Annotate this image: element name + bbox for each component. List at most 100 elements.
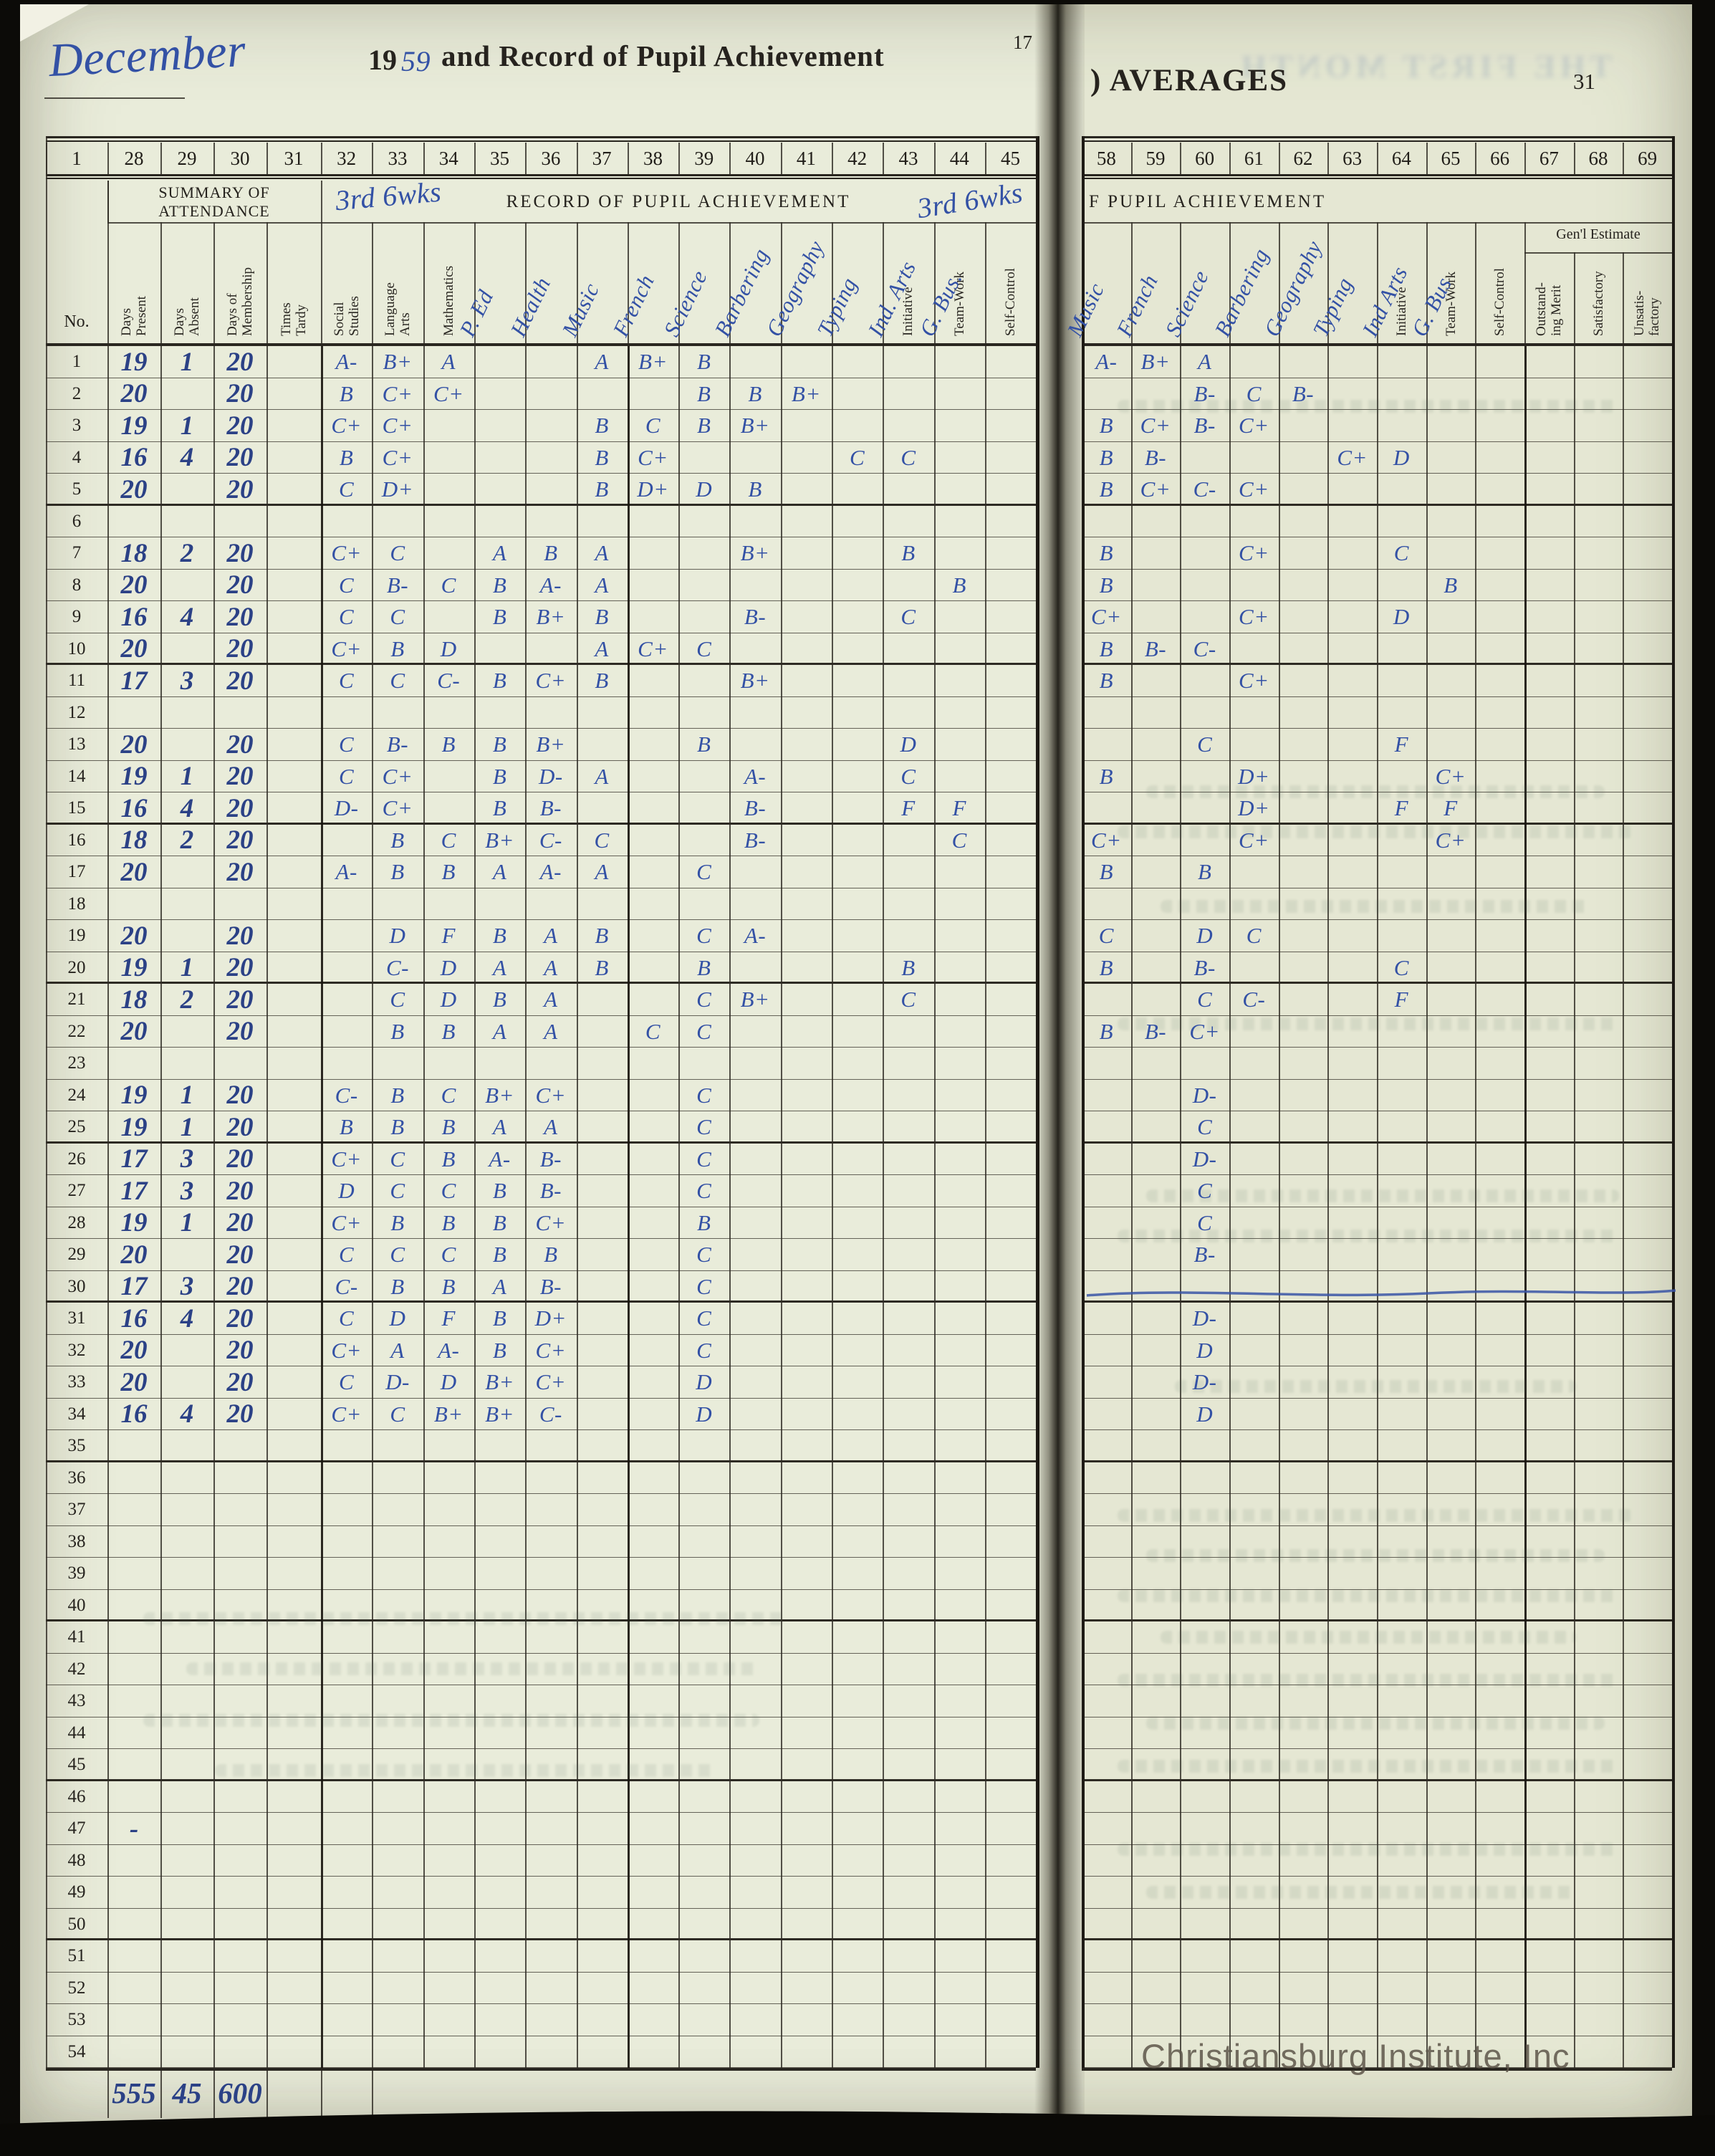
grade-value: F	[441, 1305, 456, 1331]
grade-value: C	[1197, 987, 1213, 1012]
totals-stub-line	[160, 2071, 162, 2118]
grade-value: B+	[485, 1082, 514, 1108]
row-line	[46, 2036, 1036, 2068]
grade-value: D-	[1192, 1305, 1217, 1331]
number-row-divider	[883, 143, 885, 174]
number-row-divider	[107, 143, 109, 174]
grade-value: C+	[1189, 1018, 1220, 1044]
row-number: 25	[67, 1117, 86, 1137]
number-row-divider	[933, 143, 936, 174]
row-line	[46, 346, 1036, 378]
attendance-value: 19	[120, 762, 148, 792]
rule	[46, 136, 1036, 138]
attendance-value: 20	[226, 793, 254, 823]
attendance-value: 20	[120, 474, 148, 504]
bleed-through-line	[1146, 1549, 1605, 1562]
grade-value: B	[901, 954, 916, 980]
subject-header-printed: Days Present	[119, 296, 149, 336]
grade-value: C	[441, 1242, 456, 1268]
record-heading-right-partial: F PUPIL ACHIEVEMENT	[1089, 192, 1327, 211]
attendance-value: 20	[226, 347, 254, 377]
row-line	[46, 1621, 1036, 1654]
column-divider	[1573, 346, 1575, 2068]
row-number: 42	[67, 1659, 86, 1679]
grade-value: B	[390, 1273, 405, 1299]
grade-value: C-	[437, 668, 461, 694]
row-line	[46, 1048, 1036, 1080]
bleed-through-line	[1146, 1189, 1619, 1202]
row-line	[46, 1717, 1036, 1749]
summary-of-attendance-heading: SUMMARY OF ATTENDANCE	[158, 183, 270, 220]
row-line	[46, 1271, 1036, 1303]
attendance-value: 1	[180, 411, 194, 441]
grade-value: B	[441, 1114, 456, 1140]
attendance-value: -	[129, 1814, 139, 1844]
row-line	[46, 1175, 1036, 1207]
column-divider	[372, 346, 374, 2068]
bleed-through-line	[143, 1612, 788, 1625]
attendance-value: 20	[226, 857, 254, 887]
column-divider	[1524, 346, 1527, 2068]
column-number: 31	[284, 147, 304, 169]
page-ref-number: 17	[1013, 32, 1032, 53]
row-line	[46, 1494, 1036, 1526]
grade-value: D	[389, 1305, 406, 1331]
attendance-value: 20	[226, 984, 254, 1015]
totals-stub-line	[107, 2071, 109, 2118]
row-line	[46, 474, 1036, 506]
grade-value: C	[696, 1114, 712, 1140]
number-row-divider	[1573, 143, 1575, 174]
row-line	[46, 1749, 1036, 1781]
attendance-value: 4	[180, 1303, 194, 1333]
row-line	[46, 1685, 1036, 1717]
number-row-divider	[1475, 143, 1477, 174]
grade-value: B+	[791, 380, 821, 406]
row-line	[46, 1654, 1036, 1685]
blue-wavy-line	[1086, 1289, 1676, 1297]
grade-value: A-	[1095, 349, 1118, 375]
row-number: 10	[67, 638, 86, 658]
header-divider	[1180, 222, 1182, 343]
attendance-value: 20	[226, 1112, 254, 1142]
grade-value: C	[850, 444, 865, 470]
column-divider	[1229, 346, 1231, 2068]
right-page-number: 31	[1573, 69, 1595, 94]
row-number: 41	[67, 1627, 86, 1647]
grade-value: C+	[331, 636, 362, 661]
grade-value: C+	[1337, 444, 1368, 470]
grade-value: B	[492, 763, 507, 789]
grade-value: F	[952, 795, 966, 821]
grade-value: C+	[331, 1146, 362, 1172]
column-number: 61	[1244, 147, 1264, 169]
subject-header-printed: Social Studies	[331, 296, 362, 336]
bleed-through-line	[1118, 1589, 1619, 1602]
grade-value: B	[1197, 859, 1212, 885]
grade-value: B+	[536, 604, 566, 630]
totals-stub-line	[321, 2071, 322, 2118]
header-divider	[1229, 222, 1231, 343]
grade-value: C-	[1242, 987, 1266, 1012]
grade-value: B	[390, 1082, 405, 1108]
genl-divider	[1524, 252, 1672, 254]
header-divider	[1524, 222, 1526, 343]
grade-value: B	[390, 1114, 405, 1140]
row-number: 33	[67, 1372, 86, 1392]
column-number: 68	[1588, 147, 1608, 169]
grade-value: C	[390, 1242, 405, 1268]
column-number: 59	[1145, 147, 1166, 169]
attendance-value: 1	[180, 1112, 194, 1142]
row-number: 39	[67, 1563, 86, 1584]
row-number: 8	[72, 575, 82, 595]
rule	[1082, 136, 1672, 138]
attendance-value: 20	[226, 1240, 254, 1270]
header-divider	[1475, 222, 1477, 343]
header-divider	[576, 222, 578, 343]
number-row-divider	[525, 143, 527, 174]
attendance-value: 20	[120, 379, 148, 409]
row-number: 20	[67, 957, 86, 977]
row-number: 13	[67, 734, 86, 754]
grade-value: A	[595, 572, 609, 598]
number-row-divider	[1130, 143, 1133, 174]
grade-value: D	[1196, 923, 1214, 949]
